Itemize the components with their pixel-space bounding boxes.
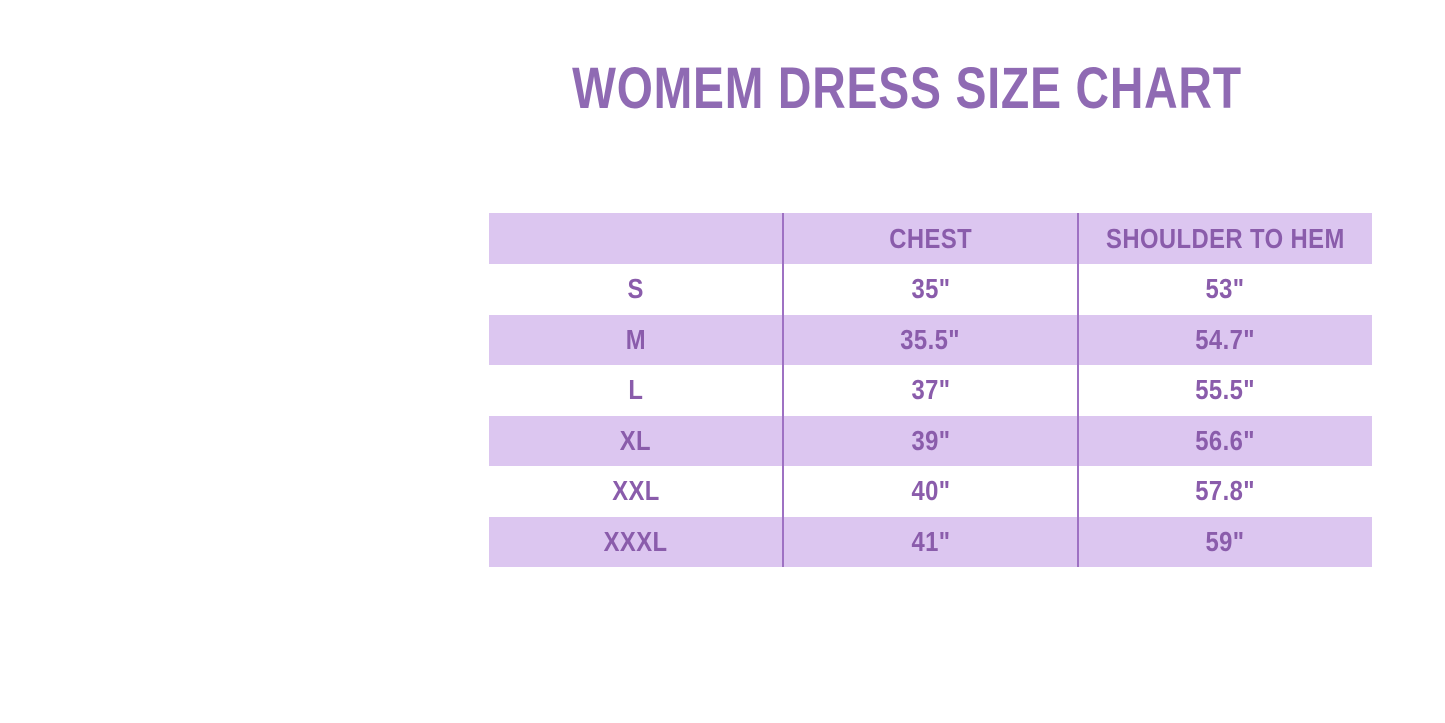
table-row-s: S 35" 53" (489, 264, 1372, 315)
size-chart-table: CHEST SHOULDER TO HEM S 35" 53" M 35.5" … (489, 213, 1372, 567)
table-head: CHEST SHOULDER TO HEM (489, 213, 1372, 264)
size-cell: S (627, 273, 644, 305)
size-cell: M (625, 323, 646, 355)
shoulder-to-hem-column-header: SHOULDER TO HEM (1076, 213, 1372, 264)
chest-cell: 35.5" (782, 314, 1078, 365)
table-body: S 35" 53" M 35.5" 54.7" L 37" 55.5" XL 3… (489, 264, 1372, 567)
table-row-m: M 35.5" 54.7" (489, 314, 1372, 365)
shoulder-to-hem-cell: 54.7" (1076, 314, 1372, 365)
table-row-xxxl: XXXL 41" 59" (489, 516, 1372, 567)
shoulder-to-hem-cell: 53" (1076, 264, 1372, 315)
page-title-text: WOMEM DRESS SIZE CHART (572, 56, 1242, 121)
table-header-row: CHEST SHOULDER TO HEM (489, 213, 1372, 264)
table-row-l: L 37" 55.5" (489, 365, 1372, 416)
chest-cell: 35" (782, 264, 1078, 315)
shoulder-to-hem-cell: 55.5" (1076, 365, 1372, 416)
chest-cell: 39" (782, 415, 1078, 466)
page-title: WOMEM DRESS SIZE CHART (572, 60, 1242, 118)
size-cell: L (628, 374, 644, 406)
shoulder-to-hem-cell: 57.8" (1076, 466, 1372, 517)
chest-cell: 37" (782, 365, 1078, 416)
table-row-xxl: XXL 40" 57.8" (489, 466, 1372, 517)
size-cell: XXXL (603, 525, 668, 557)
chest-column-header: CHEST (782, 213, 1078, 264)
size-column-header (489, 213, 783, 264)
shoulder-to-hem-cell: 56.6" (1076, 415, 1372, 466)
chest-cell: 41" (782, 516, 1078, 567)
shoulder-to-hem-cell: 59" (1076, 516, 1372, 567)
size-cell: XXL (611, 475, 660, 507)
table-row-xl: XL 39" 56.6" (489, 415, 1372, 466)
size-cell: XL (620, 424, 652, 456)
chest-cell: 40" (782, 466, 1078, 517)
